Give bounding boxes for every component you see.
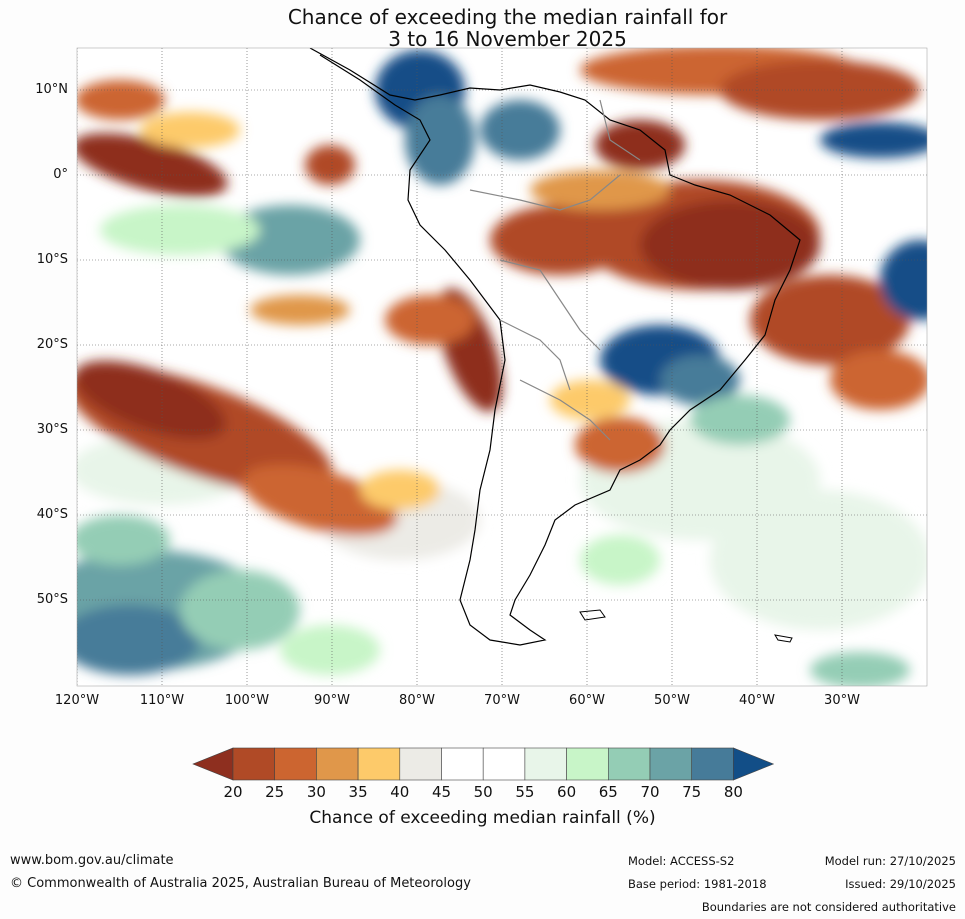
colorbar-under-arrow: [192, 747, 234, 781]
lon-label-50w: 50°W: [654, 693, 690, 708]
lon-label-70w: 70°W: [484, 693, 520, 708]
colorbar-segment: [691, 747, 734, 781]
lon-label-30w: 30°W: [824, 693, 860, 708]
lat-label-30s: 30°S: [36, 422, 68, 437]
graticule: [77, 48, 927, 686]
colorbar-tick-label: 80: [723, 783, 743, 801]
colorbar-segment: [524, 747, 567, 781]
lon-label-60w: 60°W: [569, 693, 605, 708]
boundaries-disclaimer: Boundaries are not considered authoritat…: [701, 900, 956, 914]
lat-label-10s: 10°S: [36, 252, 68, 267]
colorbar-tick-label: 20: [223, 783, 243, 801]
model-name: Model: ACCESS-S2: [628, 854, 735, 868]
colorbar-tick-label: 75: [682, 783, 702, 801]
colorbar-tick-label: 60: [557, 783, 577, 801]
colorbar-segment: [649, 747, 693, 781]
country-borders: [469, 99, 641, 441]
south-america-coastline: [309, 48, 801, 646]
colorbar-tick-label: 30: [306, 783, 326, 801]
colorbar-segment: [607, 747, 651, 781]
lat-label-0: 0°: [53, 167, 68, 182]
website-link[interactable]: www.bom.gov.au/climate: [10, 853, 174, 868]
lat-label-40s: 40°S: [36, 507, 68, 522]
lon-label-80w: 80°W: [399, 693, 435, 708]
colorbar-tick-label: 45: [431, 783, 452, 801]
colorbar-tick-label: 25: [265, 783, 285, 801]
colorbar-segment: [316, 747, 359, 781]
south-georgia-island: [774, 634, 793, 643]
issued-date: Issued: 29/10/2025: [845, 877, 956, 891]
colorbar-segment: [441, 747, 484, 781]
colorbar-tick-label: 50: [473, 783, 493, 801]
colorbar-tick-label: 40: [390, 783, 410, 801]
colorbar-tick-label: 55: [515, 783, 535, 801]
colorbar-tick-label: 35: [348, 783, 368, 801]
map-frame: [76, 47, 928, 687]
colorbar-label: Chance of exceeding median rainfall (%): [309, 808, 656, 828]
model-run-date: Model run: 27/10/2025: [824, 854, 956, 868]
base-period: Base period: 1981-2018: [628, 877, 767, 891]
probability-field: [77, 48, 927, 686]
map-title-line-2: 3 to 16 November 2025: [388, 27, 627, 51]
lon-label-100w: 100°W: [224, 693, 270, 708]
colorbar-tick-label: 70: [640, 783, 660, 801]
lon-label-110w: 110°W: [139, 693, 185, 708]
copyright-text: © Commonwealth of Australia 2025, Austra…: [10, 876, 471, 891]
colorbar-segment: [232, 747, 276, 781]
colorbar-segment: [566, 747, 609, 781]
colorbar-segment: [274, 747, 317, 781]
falkland-islands: [579, 609, 606, 621]
colorbar-tick-label: 65: [598, 783, 618, 801]
colorbar-over-arrow: [733, 747, 775, 781]
lat-label-50s: 50°S: [36, 592, 68, 607]
lon-label-120w: 120°W: [54, 693, 100, 708]
lon-label-90w: 90°W: [314, 693, 350, 708]
colorbar-segment: [399, 747, 442, 781]
lat-label-10n: 10°N: [35, 82, 68, 97]
lat-label-20s: 20°S: [36, 337, 68, 352]
map-title-line-1: Chance of exceeding the median rainfall …: [287, 5, 728, 29]
colorbar-segment: [482, 747, 526, 781]
colorbar-segment: [357, 747, 401, 781]
lon-label-40w: 40°W: [739, 693, 775, 708]
